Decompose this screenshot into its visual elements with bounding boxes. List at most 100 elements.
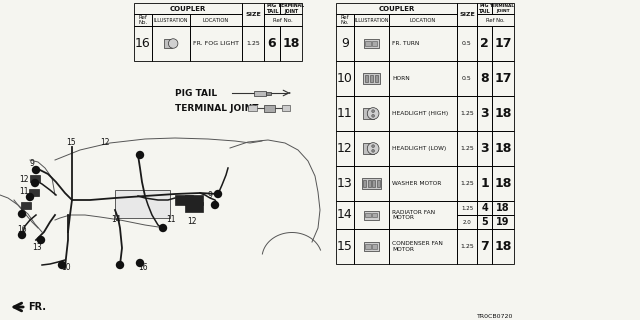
Text: HEADLIGHT (HIGH): HEADLIGHT (HIGH): [392, 111, 448, 116]
Text: 14: 14: [111, 214, 121, 223]
Circle shape: [19, 231, 26, 238]
Bar: [21, 202, 31, 209]
Text: FR. FOG LIGHT: FR. FOG LIGHT: [193, 41, 239, 46]
Bar: [336, 131, 354, 166]
Bar: [134, 26, 152, 61]
Bar: [190, 14, 242, 26]
Circle shape: [159, 225, 166, 231]
Text: 18: 18: [496, 203, 510, 213]
Text: Ref
No.: Ref No.: [340, 15, 349, 25]
Text: FR.: FR.: [28, 302, 46, 312]
Bar: [336, 61, 354, 96]
Bar: [152, 14, 190, 26]
Text: WASHER MOTOR: WASHER MOTOR: [392, 181, 442, 186]
Bar: [264, 14, 302, 26]
Text: HEADLIGHT (LOW): HEADLIGHT (LOW): [392, 146, 446, 151]
Bar: [389, 201, 457, 229]
Text: 1.25: 1.25: [460, 181, 474, 186]
Bar: [336, 201, 354, 229]
Bar: [492, 61, 514, 96]
Bar: [354, 131, 389, 166]
Bar: [336, 96, 354, 131]
Text: 3: 3: [480, 142, 489, 155]
Bar: [354, 96, 389, 131]
Bar: [372, 180, 375, 187]
Text: 3: 3: [480, 107, 489, 120]
Text: HORN: HORN: [392, 76, 410, 81]
Text: 9: 9: [341, 37, 349, 50]
Bar: [457, 229, 477, 264]
Text: ILLUSTRATION: ILLUSTRATION: [355, 18, 388, 22]
Bar: [185, 195, 203, 205]
Bar: [492, 131, 514, 166]
Bar: [389, 14, 457, 26]
Circle shape: [38, 236, 45, 244]
Text: 2: 2: [480, 37, 489, 50]
Bar: [266, 92, 271, 94]
Text: 19: 19: [496, 217, 509, 227]
Text: ILLUSTRATION: ILLUSTRATION: [154, 18, 188, 22]
Bar: [477, 26, 492, 61]
Bar: [354, 229, 389, 264]
Bar: [282, 105, 290, 111]
Bar: [492, 3, 514, 14]
Bar: [477, 3, 492, 14]
Bar: [477, 201, 492, 215]
Text: 9: 9: [207, 190, 212, 199]
Bar: [248, 105, 257, 111]
Text: TERMINAL
JOINT: TERMINAL JOINT: [278, 3, 304, 14]
Bar: [280, 3, 302, 14]
Circle shape: [136, 260, 143, 267]
Text: 16: 16: [138, 262, 148, 271]
Text: 18: 18: [282, 37, 300, 50]
Bar: [164, 38, 172, 48]
Circle shape: [372, 149, 374, 152]
Text: 12: 12: [19, 174, 29, 183]
Text: PIG
TAIL: PIG TAIL: [266, 3, 278, 14]
Bar: [363, 73, 380, 84]
Text: 2.0: 2.0: [463, 220, 472, 225]
Text: 4: 4: [481, 203, 488, 213]
Text: 17: 17: [494, 72, 512, 85]
Circle shape: [31, 180, 38, 187]
Text: LOCATION: LOCATION: [410, 18, 436, 22]
Text: 1: 1: [480, 177, 489, 190]
Text: 6: 6: [268, 37, 276, 50]
Bar: [477, 131, 492, 166]
Bar: [457, 131, 477, 166]
Bar: [336, 26, 354, 61]
Text: CONDENSER FAN
MOTOR: CONDENSER FAN MOTOR: [392, 241, 443, 252]
Bar: [389, 166, 457, 201]
Text: 0.5: 0.5: [462, 76, 472, 81]
Text: Ref No.: Ref No.: [486, 18, 505, 22]
Text: 11: 11: [337, 107, 353, 120]
Text: 15: 15: [337, 240, 353, 253]
Bar: [336, 229, 354, 264]
Bar: [175, 195, 193, 205]
Text: 7: 7: [480, 240, 489, 253]
Bar: [492, 26, 514, 61]
Text: 12: 12: [100, 138, 109, 147]
Bar: [457, 26, 477, 61]
Bar: [477, 166, 492, 201]
Text: 18: 18: [494, 240, 512, 253]
Circle shape: [372, 115, 374, 117]
Text: 12: 12: [188, 218, 196, 227]
Bar: [363, 180, 366, 187]
Circle shape: [116, 261, 124, 268]
Bar: [280, 26, 302, 61]
Bar: [477, 229, 492, 264]
Bar: [365, 76, 367, 82]
Text: 13: 13: [337, 177, 353, 190]
Bar: [477, 61, 492, 96]
Text: SIZE: SIZE: [459, 12, 475, 17]
Bar: [354, 26, 389, 61]
Text: 10: 10: [61, 263, 71, 273]
Text: 11: 11: [19, 187, 29, 196]
Bar: [370, 76, 373, 82]
Circle shape: [214, 190, 221, 197]
Text: PIG
TAIL: PIG TAIL: [479, 3, 490, 14]
Text: 10: 10: [337, 72, 353, 85]
Circle shape: [372, 145, 374, 148]
Text: SIZE: SIZE: [245, 12, 261, 17]
